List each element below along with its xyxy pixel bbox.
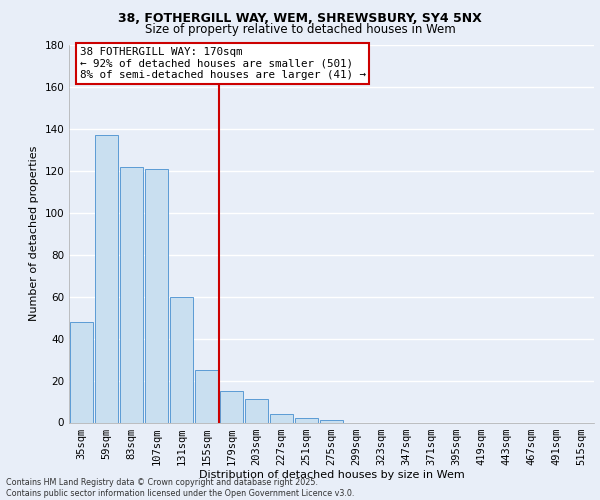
Y-axis label: Number of detached properties: Number of detached properties [29, 146, 39, 322]
Bar [145, 168, 168, 422]
Bar [245, 400, 268, 422]
Bar [295, 418, 318, 422]
Bar [220, 391, 243, 422]
Text: 38, FOTHERGILL WAY, WEM, SHREWSBURY, SY4 5NX: 38, FOTHERGILL WAY, WEM, SHREWSBURY, SY4… [118, 12, 482, 26]
Bar [70, 322, 93, 422]
X-axis label: Distribution of detached houses by size in Wem: Distribution of detached houses by size … [199, 470, 464, 480]
Text: 38 FOTHERGILL WAY: 170sqm
← 92% of detached houses are smaller (501)
8% of semi-: 38 FOTHERGILL WAY: 170sqm ← 92% of detac… [79, 47, 365, 80]
Bar [320, 420, 343, 422]
Bar [120, 166, 143, 422]
Text: Size of property relative to detached houses in Wem: Size of property relative to detached ho… [145, 24, 455, 36]
Text: Contains HM Land Registry data © Crown copyright and database right 2025.
Contai: Contains HM Land Registry data © Crown c… [6, 478, 355, 498]
Bar [170, 296, 193, 422]
Bar [195, 370, 218, 422]
Bar [95, 135, 118, 422]
Bar [270, 414, 293, 422]
